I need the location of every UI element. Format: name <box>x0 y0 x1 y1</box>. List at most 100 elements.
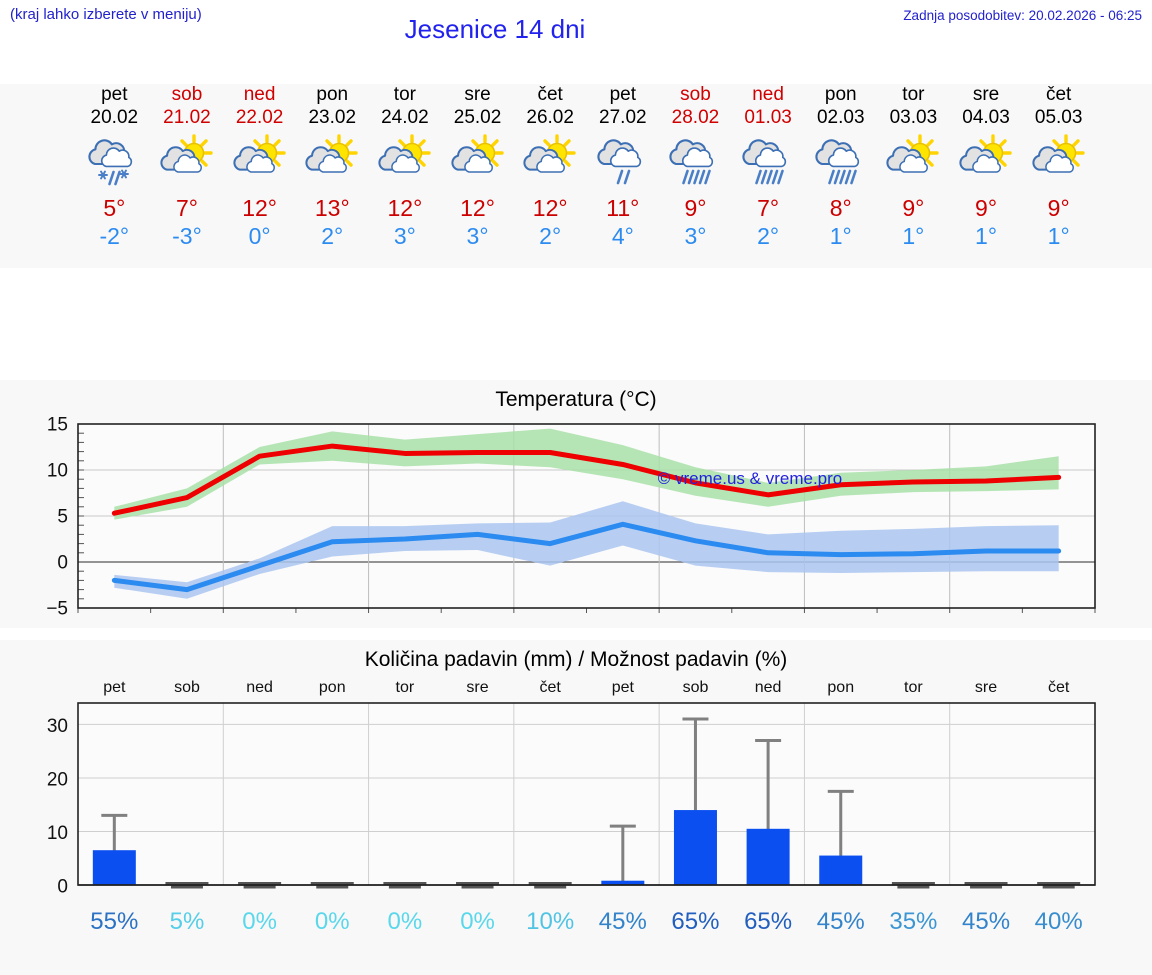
temp-max: 7° <box>757 195 780 221</box>
sun-cloud-icon <box>886 134 940 173</box>
day-of-week: sob <box>171 84 203 105</box>
day-date: 01.03 <box>744 107 792 128</box>
day-date: 02.03 <box>816 107 865 128</box>
precip-y-tick: 10 <box>47 823 68 844</box>
day-date: 21.02 <box>163 107 211 128</box>
day-date: 24.02 <box>381 107 429 128</box>
sun-cloud-icon <box>450 134 504 173</box>
temp-max: 11° <box>606 195 640 221</box>
day-column[interactable]: sre 04.03 9° 1° <box>947 84 1025 250</box>
precip-probability: 45% <box>816 908 865 935</box>
day-column[interactable]: sob 28.02 9° 3° <box>656 84 734 250</box>
precip-probability: 0% <box>314 908 350 935</box>
day-column[interactable]: pon 23.02 13° 2° <box>293 84 371 250</box>
precip-probability: 45% <box>598 908 647 935</box>
day-column[interactable]: tor 24.02 12° 3° <box>366 84 444 250</box>
precip-day-label: ned <box>755 679 782 696</box>
temp-y-tick: 5 <box>57 507 68 528</box>
page-title: Jesenice 14 dni <box>404 14 586 44</box>
day-column[interactable]: tor 03.03 9° 1° <box>874 84 952 250</box>
day-of-week: pet <box>609 84 637 105</box>
temperature-line <box>111 443 1062 516</box>
day-date: 05.03 <box>1034 107 1083 128</box>
day-date: 25.02 <box>453 107 502 128</box>
precip-y-tick: 30 <box>47 716 68 737</box>
precip-bar <box>1037 882 1081 885</box>
temp-max: 12° <box>532 195 568 221</box>
temp-max: 12° <box>460 195 495 221</box>
weather-icon-wrap <box>148 132 226 194</box>
temp-y-tick: 10 <box>47 461 68 482</box>
temperature-chart-panel: Temperatura (°C) −5 0 5 10 15 © vreme.us & vr… <box>0 380 1152 628</box>
temp-min: 3° <box>684 223 707 249</box>
precip-y-tick: 20 <box>47 769 68 790</box>
day-date: 03.03 <box>889 107 938 128</box>
precip-bar <box>746 828 790 885</box>
precip-day-label: čet <box>1048 679 1070 696</box>
day-of-week: čet <box>1045 84 1072 105</box>
precip-probability: 5% <box>169 908 205 935</box>
weather-icon-wrap <box>802 132 880 194</box>
precipitation-chart-title: Količina padavin (mm) / Možnost padavin … <box>364 648 788 671</box>
weather-icon-wrap <box>366 132 444 194</box>
temp-max: 12° <box>242 195 277 221</box>
cloud-rain-icon <box>669 139 714 185</box>
day-of-week: ned <box>243 84 276 105</box>
weather-icon-wrap <box>511 132 589 194</box>
day-date: 26.02 <box>526 107 574 128</box>
weather-icon-wrap <box>729 132 807 194</box>
precipitation-chart: pet sob ned pon tor sre čet pet sob ned pon tor sre č… <box>47 679 1096 898</box>
day-column[interactable]: ned 01.03 7° 2° <box>729 84 807 250</box>
temp-max: 9° <box>902 195 925 221</box>
weather-icon-wrap <box>947 132 1025 194</box>
temp-min: 2° <box>757 223 780 249</box>
day-column[interactable]: pet 27.02 11° 4° <box>584 84 662 250</box>
temp-max: 8° <box>829 195 852 221</box>
cloud-rain-light-icon <box>597 139 641 185</box>
precip-bar <box>601 880 645 885</box>
weather-icon-wrap <box>874 132 952 194</box>
temp-min: 2° <box>539 223 562 249</box>
weather-icon-wrap <box>221 132 299 194</box>
day-column[interactable]: ned 22.02 12° 0° <box>221 84 299 250</box>
precip-day-label: pet <box>612 679 635 696</box>
day-date: 04.03 <box>962 107 1010 128</box>
day-date: 28.02 <box>671 107 720 128</box>
precip-probability: 55% <box>90 908 139 935</box>
day-column[interactable]: pon 02.03 8° 1° <box>802 84 880 250</box>
temp-min: 3° <box>466 223 489 249</box>
day-column[interactable]: čet 26.02 12° 2° <box>511 84 589 250</box>
temp-min: 4° <box>611 223 634 249</box>
precipitation-chart-panel: Količina padavin (mm) / Možnost padavin … <box>0 640 1152 975</box>
precip-day-label: sob <box>174 679 200 696</box>
temp-max: 13° <box>314 195 350 221</box>
sun-cloud-icon <box>959 134 1012 173</box>
precip-probability: 35% <box>889 908 938 935</box>
temp-max: 7° <box>175 195 198 221</box>
page-header: (kraj lahko izberete v meniju) Jesenice … <box>0 0 1152 62</box>
day-column[interactable]: čet 05.03 9° 1° <box>1020 84 1098 250</box>
day-column[interactable]: sob 21.02 7° -3° <box>148 84 226 250</box>
temp-y-tick: −5 <box>46 599 68 620</box>
temp-min: 1° <box>902 223 925 249</box>
precip-day-label: čet <box>540 679 562 696</box>
temp-y-tick: 0 <box>57 553 68 574</box>
cloud-rain-snow-icon <box>88 139 133 186</box>
day-column[interactable]: sre 25.02 12° 3° <box>439 84 517 250</box>
temp-min: -2° <box>99 223 130 249</box>
precip-probability: 65% <box>744 908 793 935</box>
precip-day-label: tor <box>904 679 923 696</box>
sun-cloud-icon <box>523 134 576 173</box>
day-column[interactable]: pet 20.02 5° -2° <box>75 84 153 250</box>
sun-cloud-icon <box>233 134 286 173</box>
day-date: 27.02 <box>599 107 647 128</box>
temp-y-tick: 15 <box>47 415 68 436</box>
temperature-uncertainty-band <box>114 428 1059 520</box>
cloud-rain-icon <box>815 139 859 185</box>
sun-cloud-icon <box>305 134 358 173</box>
precip-bar <box>310 882 354 885</box>
temp-max: 9° <box>975 195 998 221</box>
day-of-week: ned <box>752 84 784 105</box>
precip-day-label: sre <box>975 679 997 696</box>
